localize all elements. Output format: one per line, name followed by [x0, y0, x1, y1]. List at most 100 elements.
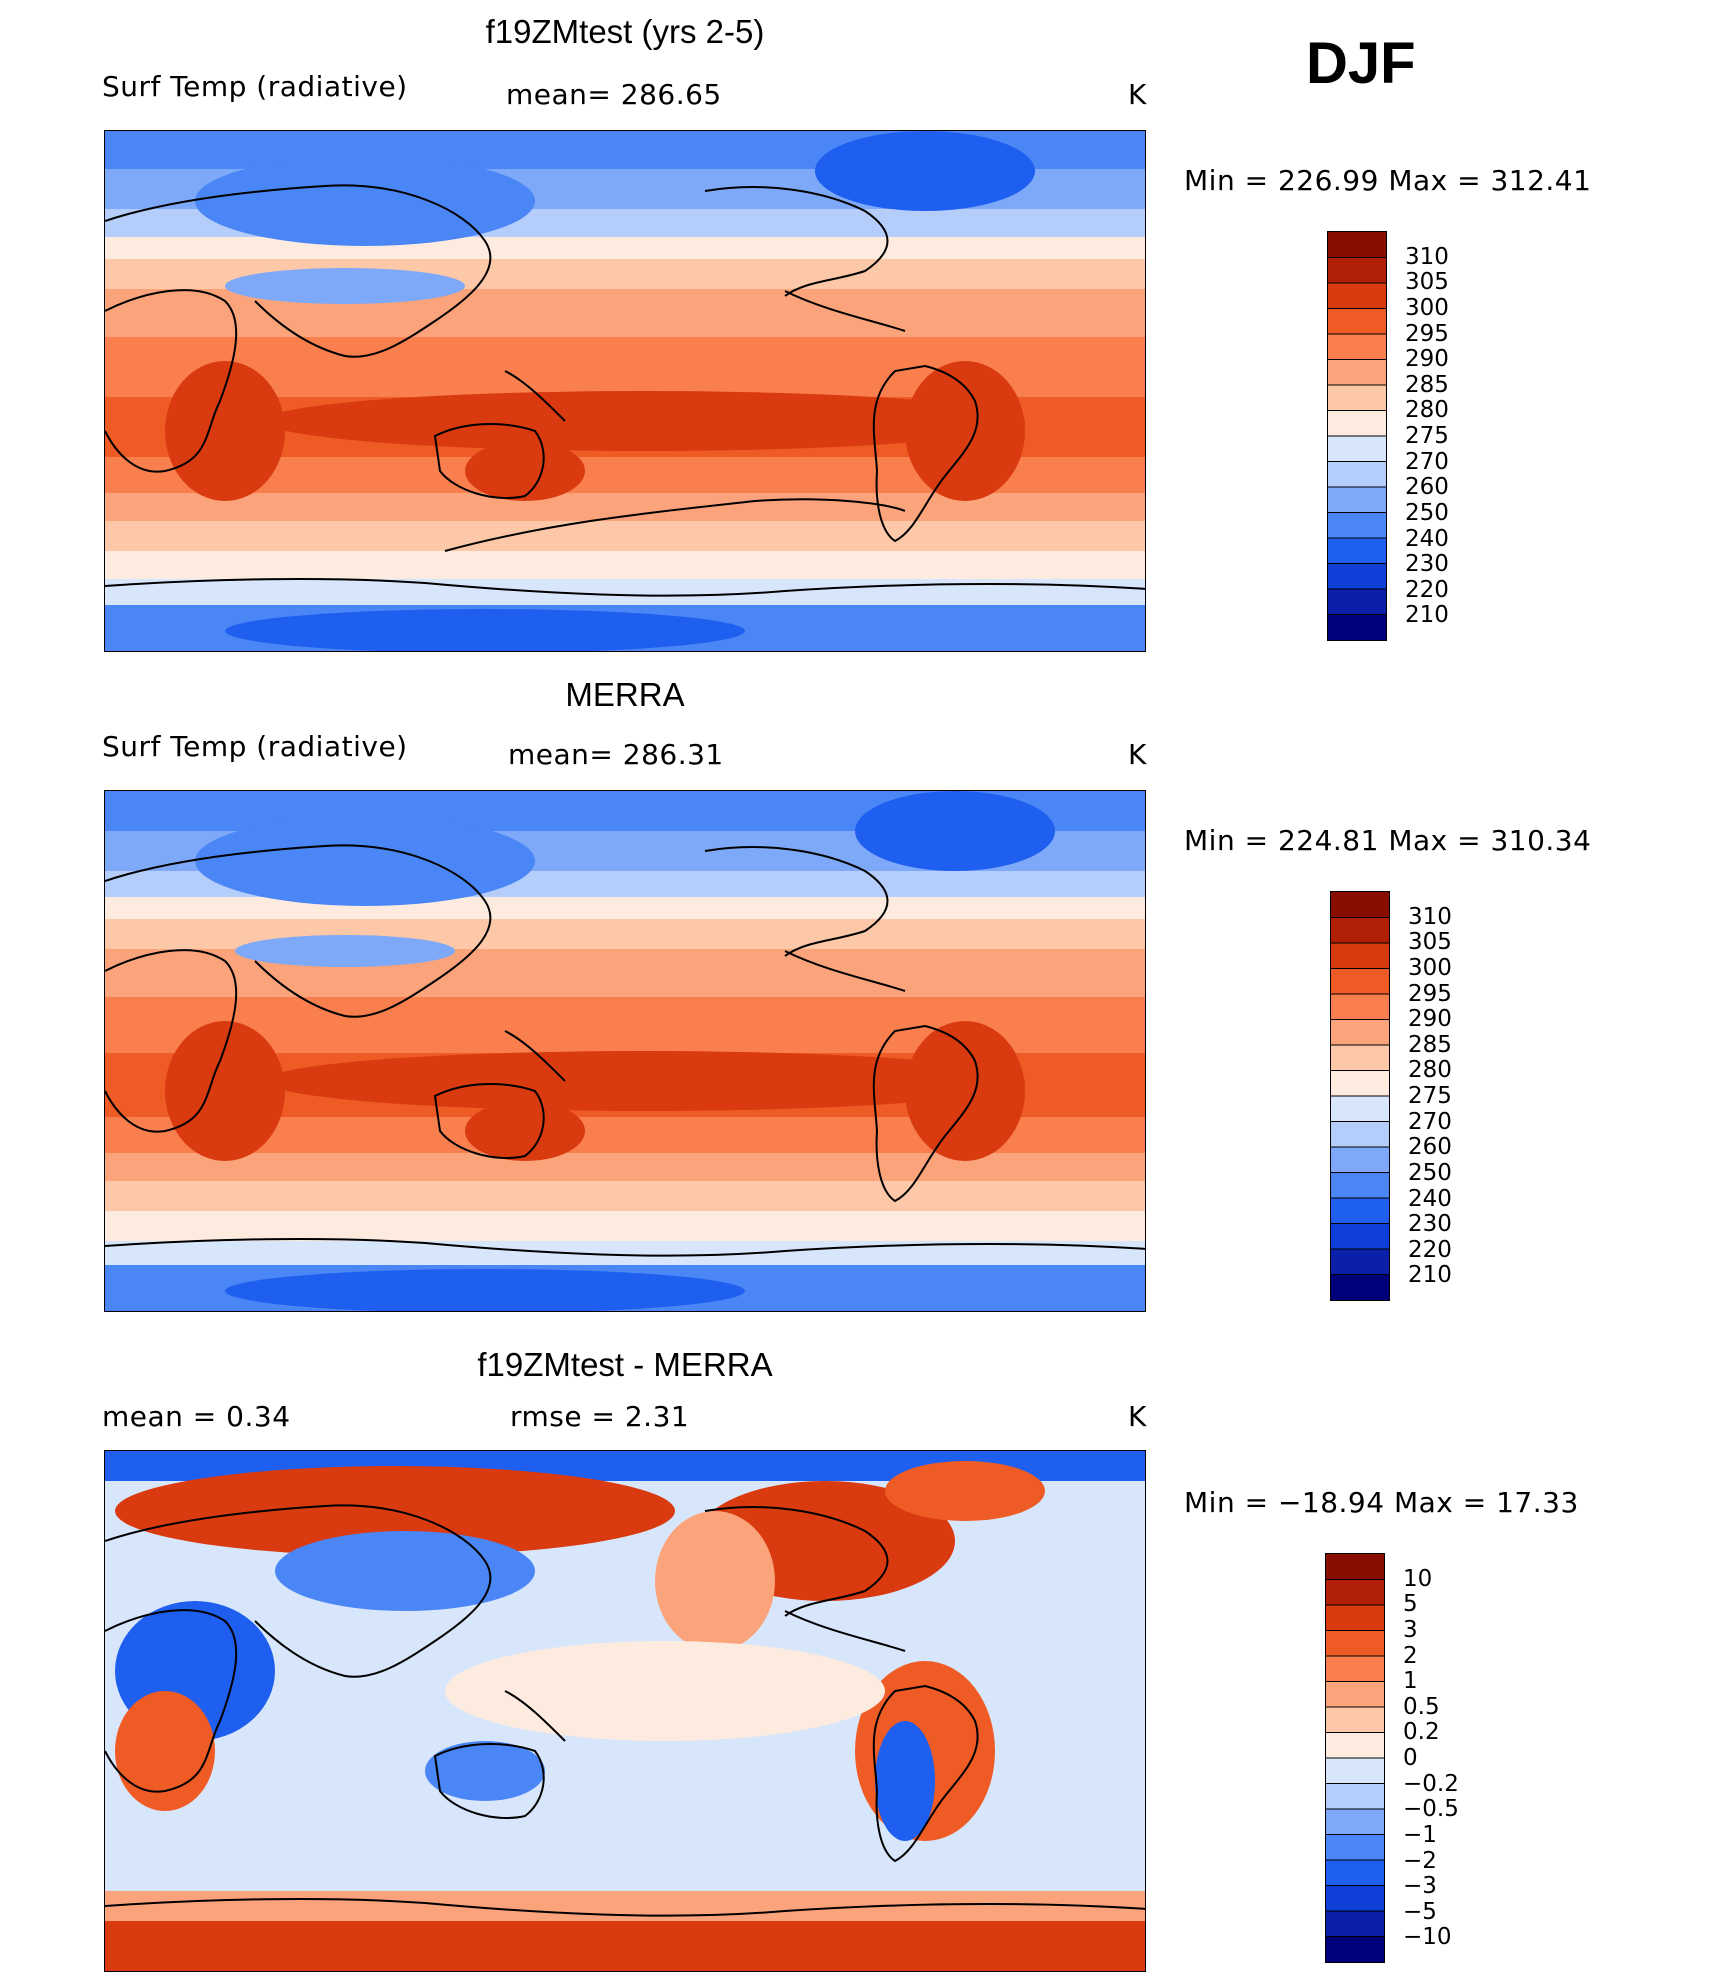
colorbar-swatch — [1328, 308, 1386, 335]
colorbar-tick-label: −2 — [1403, 1847, 1437, 1874]
colorbar-tick-label: 230 — [1408, 1211, 1452, 1238]
colorbar-swatch — [1331, 1045, 1389, 1071]
colorbar-swatch — [1326, 1630, 1384, 1657]
colorbar-tick-label: 275 — [1405, 423, 1449, 449]
colorbar-swatch — [1331, 968, 1389, 995]
panel-1-map-field — [105, 131, 1145, 651]
panel-1-colorbar: 310 305 300 295 290 285 280 275 270 260 250 240 230 2… — [1327, 231, 1487, 641]
panel-3-minmax-label: Min = −18.94 Max = 17.33 — [1184, 1486, 1579, 1519]
colorbar-tick-label: 210 — [1408, 1262, 1452, 1289]
colorbar-tick-label: 250 — [1405, 499, 1449, 526]
colorbar-swatch — [1326, 1554, 1384, 1580]
colorbar-swatch — [1331, 917, 1389, 944]
colorbar-tick-label: 285 — [1405, 371, 1449, 398]
colorbar-swatch — [1331, 1147, 1389, 1173]
colorbar-swatch — [1331, 1274, 1389, 1301]
colorbar-tick-label: 295 — [1405, 320, 1449, 347]
panel-2-map — [104, 790, 1146, 1312]
colorbar-tick-label: −10 — [1403, 1924, 1452, 1951]
colorbar-tick-label: 310 — [1408, 903, 1452, 930]
colorbar-tick-label: 270 — [1405, 448, 1449, 475]
colorbar-swatch — [1331, 892, 1389, 918]
colorbar-swatch — [1328, 487, 1386, 513]
panel-1-mean-label: mean= 286.65 — [506, 78, 722, 111]
colorbar-swatch — [1326, 1605, 1384, 1631]
colorbar-swatch — [1331, 1121, 1389, 1148]
colorbar-swatch — [1326, 1783, 1384, 1810]
panel-1-title: f19ZMtest (yrs 2-5) — [485, 13, 765, 50]
panel-3-colorbar-swatches — [1326, 1554, 1384, 1963]
colorbar-tick-label: 5 — [1403, 1591, 1418, 1618]
colorbar-tick-label: −0.2 — [1403, 1770, 1459, 1797]
colorbar-swatch — [1331, 943, 1389, 969]
colorbar-swatch — [1331, 1198, 1389, 1224]
colorbar-swatch — [1326, 1732, 1384, 1759]
colorbar-tick-label: 260 — [1408, 1134, 1452, 1161]
colorbar-tick-label: 0.2 — [1403, 1719, 1440, 1746]
colorbar-swatch — [1331, 1223, 1389, 1250]
panel-2-colorbar-box — [1330, 891, 1390, 1301]
colorbar-tick-label: −5 — [1403, 1898, 1437, 1925]
colorbar-swatch — [1328, 385, 1386, 411]
panel-2-map-field — [105, 791, 1145, 1311]
panel-2-mean-label: mean= 286.31 — [508, 738, 724, 771]
colorbar-tick-label: 220 — [1405, 576, 1449, 603]
colorbar-swatch — [1326, 1834, 1384, 1861]
colorbar-swatch — [1326, 1809, 1384, 1835]
panel-2-variable-label: Surf Temp (radiative) — [102, 730, 408, 763]
colorbar-tick-label: 240 — [1408, 1185, 1452, 1212]
panel-2-minmax-label: Min = 224.81 Max = 310.34 — [1184, 824, 1592, 857]
colorbar-swatch — [1328, 359, 1386, 386]
colorbar-tick-label: 280 — [1405, 397, 1449, 424]
colorbar-swatch — [1326, 1656, 1384, 1682]
colorbar-swatch — [1328, 461, 1386, 488]
panel-3-units-label: K — [1128, 1400, 1147, 1433]
colorbar-tick-label: −1 — [1403, 1821, 1437, 1848]
panel-1-map — [104, 130, 1146, 652]
colorbar-swatch — [1326, 1681, 1384, 1708]
colorbar-tick-label: 230 — [1405, 551, 1449, 578]
colorbar-tick-label: 10 — [1403, 1565, 1433, 1592]
colorbar-swatch — [1326, 1885, 1384, 1912]
colorbar-swatch — [1328, 614, 1386, 641]
colorbar-swatch — [1326, 1860, 1384, 1886]
colorbar-tick-label: 280 — [1408, 1057, 1452, 1084]
colorbar-swatch — [1331, 1249, 1389, 1275]
colorbar-tick-label: 220 — [1408, 1236, 1452, 1263]
colorbar-tick-label: 305 — [1405, 269, 1449, 296]
colorbar-tick-label: 2 — [1403, 1642, 1418, 1669]
panel-2-colorbar: 310 305 300 295 290 285 280 275 270 260 250 240 230 2… — [1330, 891, 1490, 1301]
colorbar-swatch — [1328, 410, 1386, 437]
panel-2-title: MERRA — [565, 676, 685, 713]
colorbar-tick-label: 240 — [1405, 525, 1449, 552]
panel-1-minmax-label: Min = 226.99 Max = 312.41 — [1184, 164, 1592, 197]
colorbar-swatch — [1328, 563, 1386, 590]
season-label: DJF — [1306, 31, 1416, 96]
panel-3-colorbar: 10 5 3 2 1 0.5 0.2 0 −0.2 −0.5 −1 −2 −3 −5 −10 — [1325, 1553, 1485, 1963]
colorbar-tick-label: 0.5 — [1403, 1693, 1440, 1720]
colorbar-tick-label: 250 — [1408, 1159, 1452, 1186]
colorbar-swatch — [1326, 1758, 1384, 1784]
panel-1-colorbar-box — [1327, 231, 1387, 641]
panel-3-map-field — [105, 1451, 1145, 1971]
colorbar-swatch — [1328, 589, 1386, 615]
colorbar-swatch — [1331, 1096, 1389, 1122]
colorbar-swatch — [1328, 512, 1386, 539]
panel-3-map — [104, 1450, 1146, 1972]
colorbar-tick-label: 1 — [1403, 1668, 1418, 1695]
colorbar-swatch — [1331, 1172, 1389, 1199]
colorbar-tick-label: 210 — [1405, 602, 1449, 629]
panel-2-colorbar-swatches — [1331, 892, 1389, 1301]
colorbar-tick-label: −0.5 — [1403, 1796, 1459, 1823]
colorbar-swatch — [1328, 283, 1386, 309]
panel-3-colorbar-box — [1325, 1553, 1385, 1963]
colorbar-tick-label: 290 — [1405, 346, 1449, 373]
panel-2-units-label: K — [1128, 738, 1147, 771]
colorbar-swatch — [1326, 1911, 1384, 1937]
colorbar-tick-label: 290 — [1408, 1006, 1452, 1033]
panel-1-variable-label: Surf Temp (radiative) — [102, 70, 408, 103]
colorbar-swatch — [1326, 1707, 1384, 1733]
panel-1-units-label: K — [1128, 78, 1147, 111]
colorbar-tick-label: 275 — [1408, 1083, 1452, 1109]
colorbar-tick-label: 310 — [1405, 243, 1449, 270]
